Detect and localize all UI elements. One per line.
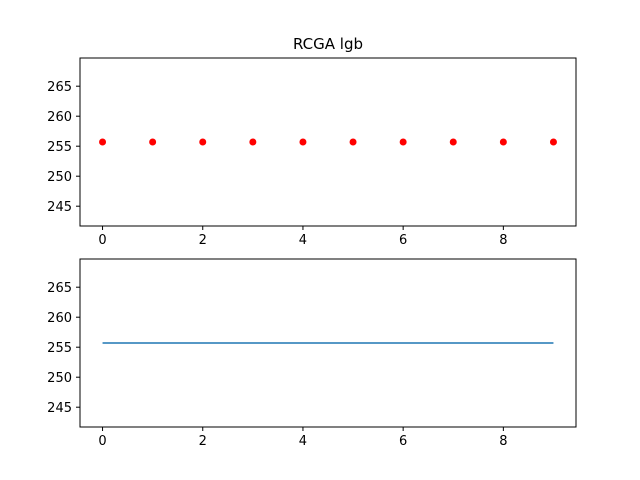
data-point <box>349 138 357 146</box>
y-tick-label: 265 <box>47 281 72 296</box>
x-tick-label: 4 <box>299 434 307 449</box>
data-point <box>299 138 307 146</box>
x-tick-label: 8 <box>499 233 507 248</box>
y-tick-label: 255 <box>47 140 72 155</box>
x-tick-label: 4 <box>299 233 307 248</box>
x-tick-label: 6 <box>399 434 407 449</box>
scatter-panel: 0 2 4 6 8 245 250 255 260 265 <box>47 57 577 248</box>
chart-title: RCGA lgb <box>293 35 363 53</box>
data-point <box>199 138 207 146</box>
y-tick-label: 260 <box>47 311 72 326</box>
plot-area-frame <box>79 57 577 227</box>
line-panel: 0 2 4 6 8 245 250 255 260 265 <box>47 258 577 449</box>
data-point <box>499 138 507 146</box>
y-tick-label: 245 <box>47 200 72 215</box>
data-point <box>249 138 257 146</box>
y-tick-label: 245 <box>47 401 72 416</box>
x-tick-label: 2 <box>199 233 207 248</box>
y-tick-label: 250 <box>47 170 72 185</box>
y-tick-label: 265 <box>47 80 72 95</box>
data-point <box>399 138 407 146</box>
y-tick-label: 255 <box>47 341 72 356</box>
y-tick-label: 250 <box>47 371 72 386</box>
x-tick-label: 2 <box>199 434 207 449</box>
x-tick-label: 0 <box>98 233 106 248</box>
x-tick-label: 8 <box>499 434 507 449</box>
y-tick-label: 260 <box>47 110 72 125</box>
data-point <box>549 138 557 146</box>
data-point <box>449 138 457 146</box>
data-point <box>149 138 157 146</box>
data-point <box>99 138 107 146</box>
x-tick-label: 6 <box>399 233 407 248</box>
x-tick-label: 0 <box>98 434 106 449</box>
